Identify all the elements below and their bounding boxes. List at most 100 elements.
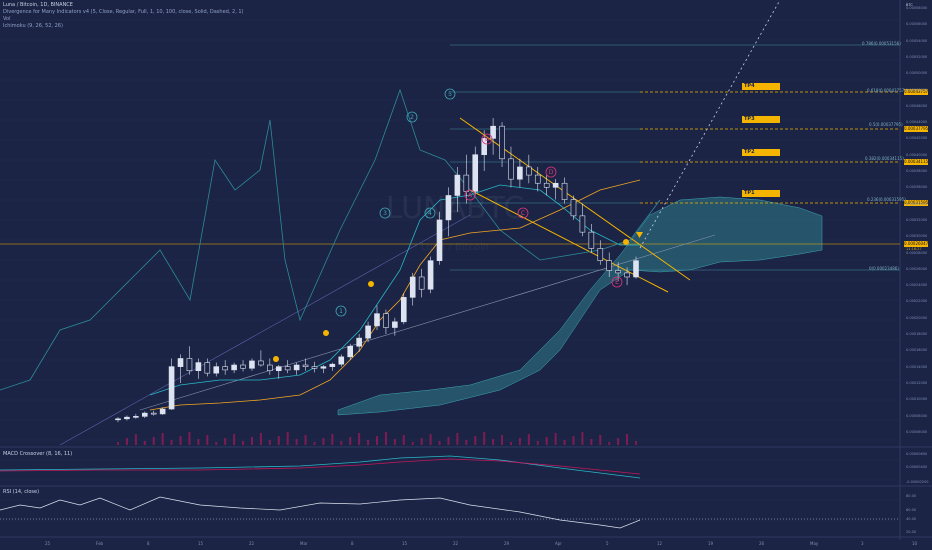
volume-bar <box>197 439 200 445</box>
candle <box>186 358 193 372</box>
volume-bar <box>483 432 486 445</box>
price-tick-label: 0.00024000 <box>906 283 928 288</box>
candle <box>302 364 309 367</box>
wave-text-3: 3 <box>383 210 387 217</box>
tp2-label: TP2 <box>742 149 780 156</box>
price-tick-label: 0.00032000 <box>906 217 928 222</box>
candle <box>141 412 148 417</box>
volume-bar <box>188 432 191 445</box>
candle <box>320 366 327 369</box>
price-tick-label: 0.00036000 <box>906 185 928 190</box>
trend-line <box>59 214 471 446</box>
fib-label-tp4: 0.618(0.00043757) <box>867 88 906 93</box>
time-tick-label: 3 <box>861 541 864 546</box>
wave-text-A: A <box>468 192 473 199</box>
candle <box>606 260 613 271</box>
volume-bar <box>322 438 325 445</box>
wave-text-1: 1 <box>339 308 343 315</box>
macd-signal-line <box>0 458 641 475</box>
candle <box>534 174 541 184</box>
volume-bar <box>635 441 637 445</box>
signal-dot <box>623 239 629 245</box>
candle <box>624 272 630 278</box>
candle <box>615 270 621 274</box>
volume-bar <box>438 441 441 445</box>
macd-line <box>0 455 641 479</box>
volume-bar <box>242 441 245 445</box>
fib-label-top: 0.786(0.00053156) <box>862 41 901 46</box>
time-tick-label: 29 <box>504 541 510 546</box>
price-tick-label: 0.00022000 <box>906 299 928 304</box>
fib-label-tp2: 0.382(0.00034115) <box>865 156 904 161</box>
time-tick-label: 8 <box>351 541 354 546</box>
volume-bar <box>447 437 450 445</box>
candle <box>445 195 452 221</box>
volume-bar <box>554 433 557 445</box>
currency-label: BTC <box>906 3 913 7</box>
macd-level-1: 0.00000600 <box>906 452 928 456</box>
tp4-price-tag: 0.00043757 <box>904 89 929 95</box>
candle <box>552 182 559 188</box>
price-tick-label: 0.00046000 <box>906 103 928 108</box>
tp1-label: TP1 <box>742 190 780 197</box>
candle <box>499 125 505 160</box>
volume-bar <box>259 433 262 445</box>
price-tick-label: 0.00034000 <box>906 201 928 206</box>
price-tick-label: 0.00042000 <box>906 136 928 141</box>
candle <box>526 166 532 176</box>
volume-bar <box>304 435 307 445</box>
volume-bar <box>161 433 164 445</box>
volume-bar <box>527 434 530 445</box>
candle <box>329 363 336 367</box>
time-tick-label: Mar <box>300 541 308 546</box>
candle <box>570 199 577 217</box>
candle <box>338 356 345 365</box>
time-tick-label: 12 <box>657 541 663 546</box>
time-tick-label: 10 <box>912 541 918 546</box>
volume-bar <box>125 438 128 445</box>
fib-label-tp3: 0.5(0.00037795) <box>869 122 903 127</box>
wave-text-2: 2 <box>410 114 414 121</box>
candle <box>231 364 237 371</box>
candle <box>159 408 166 415</box>
volume-bar <box>456 433 459 445</box>
candle <box>409 276 416 298</box>
kijun-line <box>149 179 641 411</box>
candle <box>383 313 389 328</box>
candle <box>115 418 121 421</box>
tp1-price-tag: 0.00031595 <box>904 200 929 206</box>
wave-label-A <box>464 189 476 201</box>
legend-ichimoku: Ichimoku (9, 26, 52, 26) <box>3 23 63 29</box>
tp2-price-tag: 0.00034115 <box>904 159 929 165</box>
volume-bar <box>313 442 316 445</box>
candle <box>284 366 291 371</box>
volume-bar <box>420 438 423 445</box>
wave-label-3 <box>379 207 391 219</box>
candle <box>472 154 479 192</box>
wave-label-C <box>517 207 529 219</box>
volume-bar <box>286 432 289 445</box>
volume-bar <box>224 438 227 445</box>
candle <box>543 182 550 188</box>
price-tick-label: 0.00028000 <box>906 250 928 255</box>
volume-bar <box>250 437 253 445</box>
fib-label-tp1: 0.236(0.00031595) <box>867 197 906 202</box>
candle <box>177 358 184 367</box>
candle <box>168 366 175 410</box>
volume-bar <box>367 440 370 445</box>
volume-bar <box>402 435 405 445</box>
candle <box>150 412 157 415</box>
ichimoku-cloud <box>337 196 823 416</box>
volume-bar <box>134 434 137 445</box>
candle <box>454 174 461 196</box>
volume-bar <box>215 442 218 445</box>
candle <box>133 416 139 418</box>
time-tick-label: Feb <box>96 541 104 546</box>
candle <box>293 364 300 371</box>
candle <box>436 219 443 261</box>
wave-text-D: D <box>549 169 554 176</box>
volume-bar <box>393 439 396 445</box>
rsi-line <box>0 496 641 529</box>
